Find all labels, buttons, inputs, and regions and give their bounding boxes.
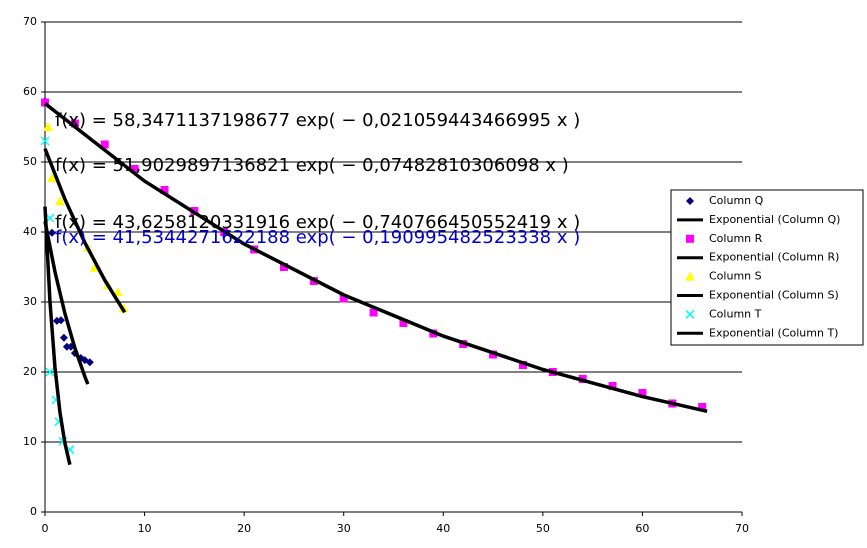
- x-tick-label: 70: [735, 522, 749, 535]
- legend-label: Exponential (Column T): [709, 326, 838, 339]
- point: [518, 361, 527, 369]
- legend-label: Column T: [709, 307, 762, 320]
- point: [160, 186, 169, 194]
- legend-label: Exponential (Column S): [709, 289, 839, 302]
- x-tick-label: 60: [635, 522, 649, 535]
- point: [339, 294, 348, 303]
- y-tick-label: 70: [23, 15, 37, 28]
- y-tick-label: 10: [23, 435, 37, 448]
- point: [46, 173, 57, 183]
- y-tick-label: 30: [23, 295, 37, 308]
- trend-equation: f(x) = 41,5344271622188 exp( − 0,1909954…: [55, 227, 580, 248]
- x-tick-label: 0: [42, 522, 49, 535]
- legend-label: Exponential (Column Q): [709, 213, 840, 226]
- y-tick-label: 0: [30, 505, 37, 518]
- x-tick-label: 40: [436, 522, 450, 535]
- point: [100, 140, 109, 149]
- x-tick-label: 20: [237, 522, 251, 535]
- trend-line: [43, 102, 708, 414]
- legend-marker: [685, 309, 695, 319]
- point: [47, 228, 56, 237]
- trend-equation: f(x) = 43,6258120331916 exp( − 0,7407664…: [55, 212, 580, 233]
- point: [130, 165, 139, 173]
- y-tick-label: 40: [23, 225, 37, 238]
- legend-label: Column R: [709, 232, 763, 245]
- point: [399, 319, 408, 327]
- x-tick-label: 30: [337, 522, 351, 535]
- trend-line: [43, 148, 127, 314]
- legend-label: Column Q: [709, 194, 764, 207]
- x-tick-label: 50: [536, 522, 550, 535]
- point: [59, 333, 68, 342]
- legend: [670, 189, 864, 346]
- x-tick-label: 10: [138, 522, 152, 535]
- trend-equation: f(x) = 51,9029897136821 exp( − 0,0748281…: [55, 155, 569, 176]
- point: [369, 308, 378, 317]
- point: [70, 119, 79, 128]
- point: [85, 358, 94, 367]
- point: [41, 98, 49, 107]
- point: [56, 316, 65, 325]
- y-tick-label: 50: [23, 155, 37, 168]
- point: [42, 122, 53, 131]
- legend-label: Exponential (Column R): [709, 251, 839, 264]
- point: [698, 403, 707, 411]
- point: [638, 389, 647, 397]
- point: [40, 136, 50, 146]
- y-tick-label: 60: [23, 85, 37, 98]
- legend-marker: [686, 197, 694, 205]
- legend-marker: [686, 234, 694, 243]
- point: [45, 367, 55, 377]
- legend-label: Column S: [709, 270, 762, 283]
- trend-line: [43, 220, 90, 385]
- point: [54, 196, 65, 206]
- trend-line: [43, 206, 72, 466]
- legend-marker: [685, 271, 695, 281]
- y-tick-label: 20: [23, 365, 37, 378]
- trend-equation: f(x) = 58,3471137198677 exp( − 0,0210594…: [55, 110, 580, 131]
- point: [608, 382, 617, 390]
- point: [279, 263, 288, 271]
